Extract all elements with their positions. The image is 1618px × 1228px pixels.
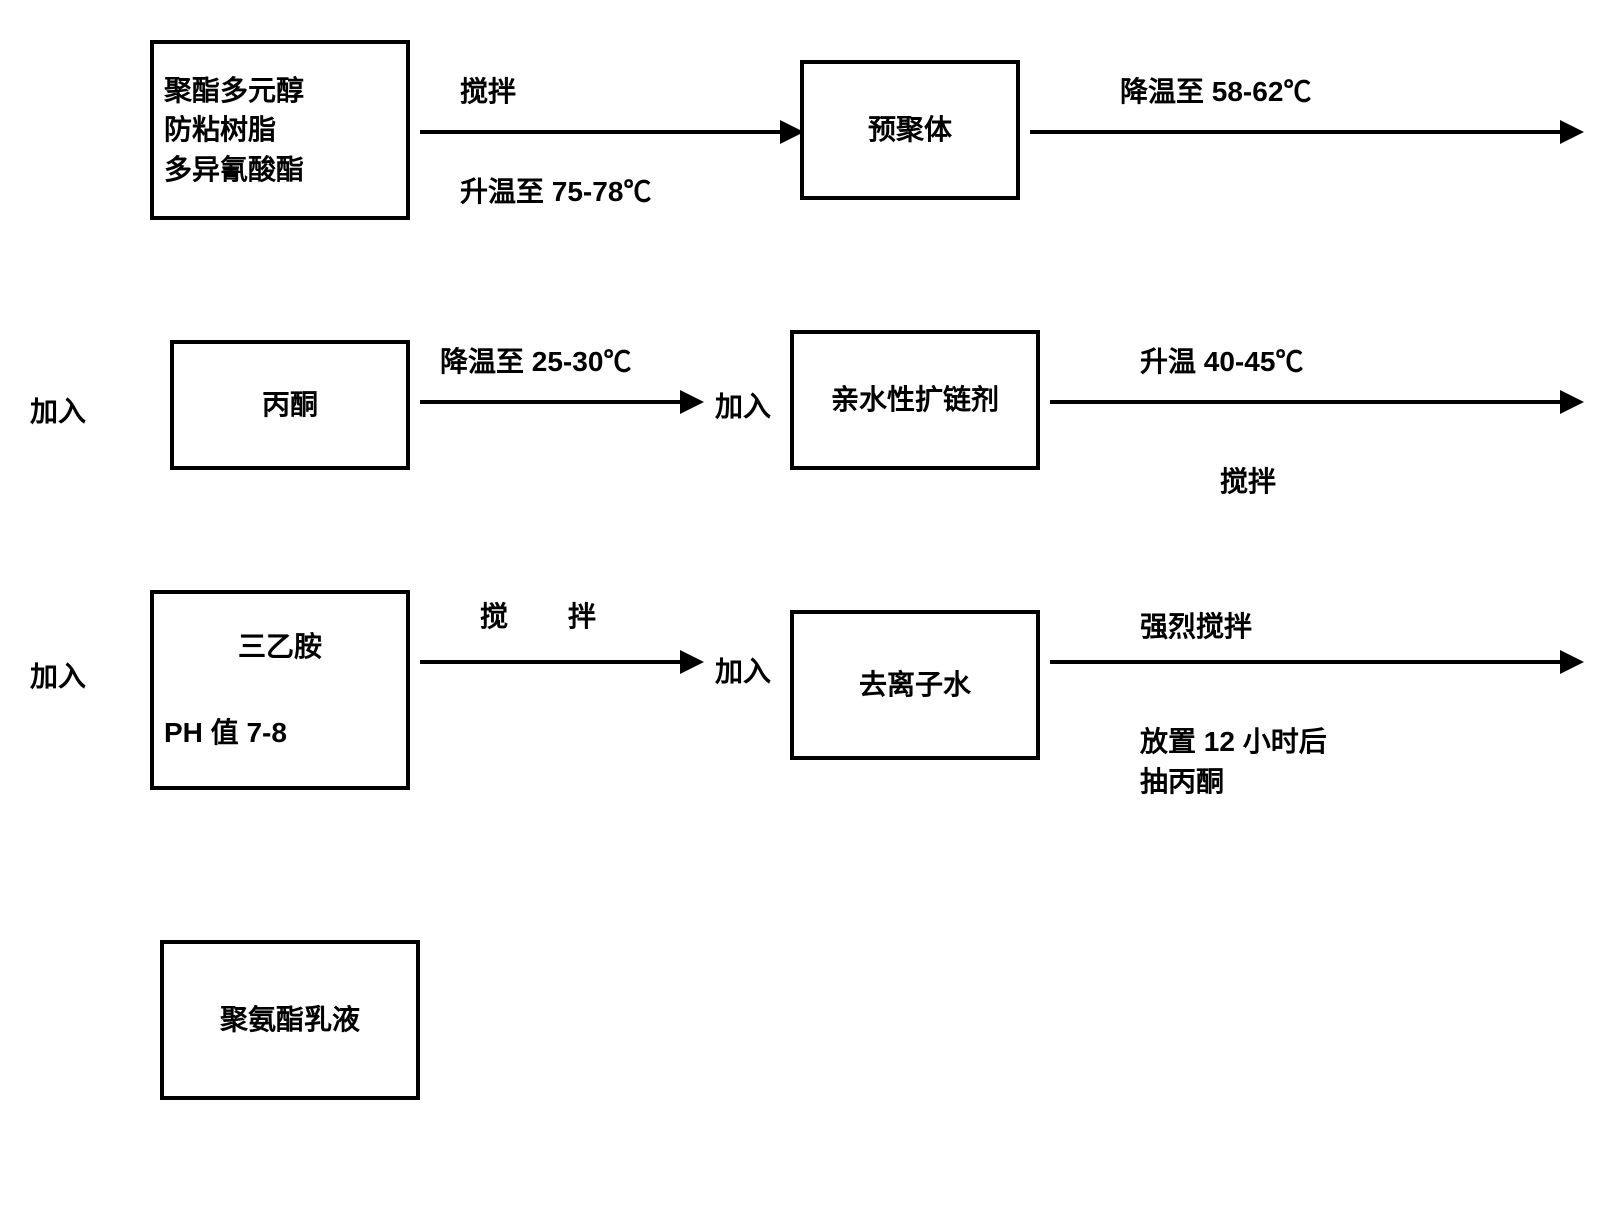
node-deionized-water: 去离子水 [790, 610, 1040, 760]
arrow-label-top: 强烈搅拌 [1140, 605, 1252, 645]
node-chain-extender: 亲水性扩链剂 [790, 330, 1040, 470]
arrow-label-bottom: 升温至 75-78℃ [460, 170, 651, 210]
arrow-label-bottom: 搅拌 [1220, 460, 1276, 500]
arrow [1030, 130, 1570, 134]
node-text: 预聚体 [868, 110, 952, 149]
arrow-head-icon [1560, 120, 1584, 144]
arrow-label-top: 降温至 25-30℃ [440, 340, 631, 380]
node-text: 聚氨酯乳液 [220, 1000, 360, 1039]
arrow-label-top: 降温至 58-62℃ [1120, 70, 1311, 110]
arrow [420, 400, 690, 404]
arrow-label-bottom: 放置 12 小时后 抽丙酮 [1140, 720, 1327, 800]
node-line: 聚酯多元醇 [164, 71, 304, 110]
node-ingredients: 聚酯多元醇 防粘树脂 多异氰酸酯 [150, 40, 410, 220]
node-acetone: 丙酮 [170, 340, 410, 470]
arrow [1050, 400, 1570, 404]
node-polyurethane-emulsion: 聚氨酯乳液 [160, 940, 420, 1100]
node-line: 多异氰酸酯 [164, 150, 304, 189]
node-line: 防粘树脂 [164, 110, 276, 149]
arrow-label-top: 搅 拌 [480, 595, 612, 635]
node-text: 去离子水 [859, 665, 971, 704]
arrow-head-icon [680, 390, 704, 414]
arrow-head-icon [1560, 390, 1584, 414]
node-prepolymer: 预聚体 [800, 60, 1020, 200]
add-prefix: 加入 [30, 655, 86, 695]
arrow-head-icon [680, 650, 704, 674]
node-triethylamine: 三乙胺 PH 值 7-8 [150, 590, 410, 790]
process-flowchart: 聚酯多元醇 防粘树脂 多异氰酸酯 搅拌 升温至 75-78℃ 预聚体 降温至 5… [20, 20, 1598, 1208]
arrow [420, 130, 790, 134]
node-text: 亲水性扩链剂 [831, 380, 999, 419]
arrow-head-icon [1560, 650, 1584, 674]
add-prefix: 加入 [715, 650, 771, 690]
add-prefix: 加入 [715, 385, 771, 425]
add-prefix: 加入 [30, 390, 86, 430]
arrow-label-top: 升温 40-45℃ [1140, 340, 1303, 380]
arrow-label-top: 搅拌 [460, 70, 516, 110]
node-line: 三乙胺 [238, 627, 322, 666]
node-text: 丙酮 [262, 385, 318, 424]
arrow [1050, 660, 1570, 664]
arrow [420, 660, 690, 664]
node-line: PH 值 7-8 [164, 713, 287, 752]
